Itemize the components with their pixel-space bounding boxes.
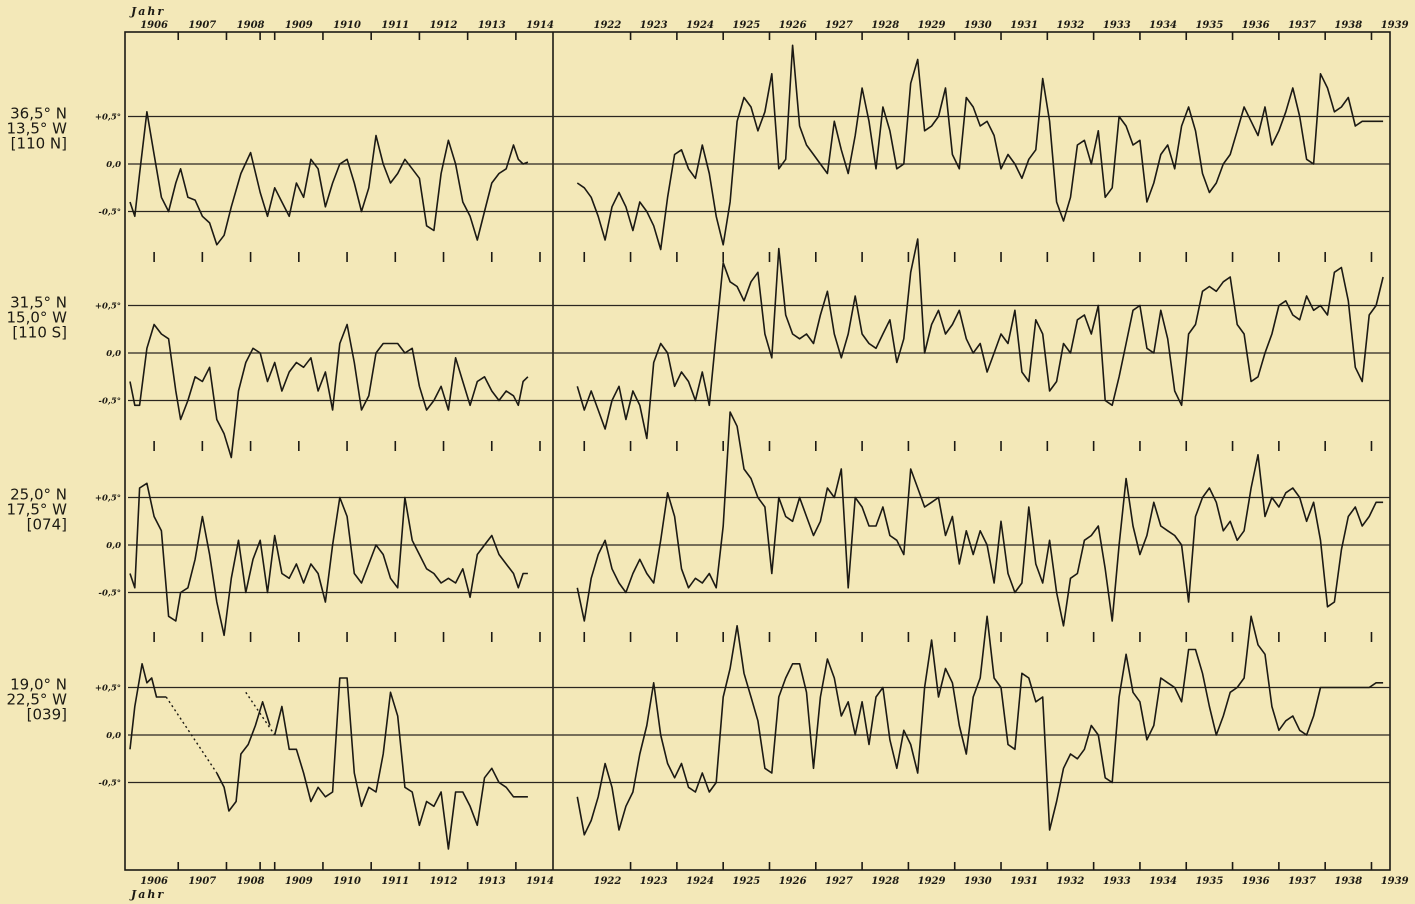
year-label-bottom-1911: 1911: [381, 876, 409, 887]
tick-layer: [153, 32, 1373, 870]
grid-layer: [128, 115, 1390, 784]
year-label-bottom-1934: 1934: [1149, 876, 1177, 887]
year-label-top-1912: 1912: [430, 20, 458, 31]
year-label-bottom-1910: 1910: [333, 876, 361, 887]
year-label-bottom-1936: 1936: [1242, 876, 1270, 887]
year-label-bottom-1926: 1926: [779, 876, 807, 887]
year-label-top-1923: 1923: [640, 20, 668, 31]
year-label-bottom-1939: 1939: [1381, 876, 1409, 887]
series-line-panel1-1: [129, 111, 529, 246]
series-line-panel4-3: [216, 700, 271, 812]
station-label-panel1-line2: 13,5° W: [7, 120, 68, 138]
year-label-bottom-1933: 1933: [1103, 876, 1131, 887]
year-label-top-1927: 1927: [825, 20, 853, 31]
year-label-top-1908: 1908: [237, 20, 265, 31]
station-label-panel2-line1: 31,5° N: [10, 294, 67, 312]
y-tick-label-panel2-0: +0,5°: [95, 302, 121, 312]
series-line-panel1-2: [576, 44, 1384, 251]
year-label-top-1930: 1930: [964, 20, 992, 31]
series-line-panel4-5: [273, 677, 528, 850]
year-label-bottom-1931: 1931: [1010, 876, 1038, 887]
year-label-bottom-1909: 1909: [285, 876, 313, 887]
year-label-top-1906: 1906: [140, 20, 168, 31]
y-tick-label-panel3-1: 0,0: [106, 541, 121, 551]
year-label-bottom-1929: 1929: [918, 876, 946, 887]
y-tick-label-panel4-2: -0,5°: [98, 779, 121, 789]
year-label-top-1939: 1939: [1381, 20, 1409, 31]
year-label-top-1934: 1934: [1149, 20, 1177, 31]
series-line-panel2-2: [576, 238, 1384, 440]
year-label-top-1935: 1935: [1195, 20, 1223, 31]
station-label-panel4-line3: [039]: [27, 706, 67, 724]
year-label-top-1926: 1926: [779, 20, 807, 31]
series-line-panel4-2: [165, 696, 218, 774]
y-tick-label-panel3-2: -0,5°: [98, 589, 121, 599]
year-label-bottom-1927: 1927: [825, 876, 853, 887]
year-label-bottom-1938: 1938: [1334, 876, 1362, 887]
year-label-bottom-1914: 1914: [526, 876, 554, 887]
y-tick-label-panel4-0: +0,5°: [95, 684, 121, 694]
year-label-bottom-1924: 1924: [686, 876, 714, 887]
y-tick-label-panel3-0: +0,5°: [95, 494, 121, 504]
year-label-top-1911: 1911: [381, 20, 409, 31]
year-label-top-1909: 1909: [285, 20, 313, 31]
series-line-panel3-1: [129, 482, 528, 637]
series-line-panel4-1: [129, 662, 167, 750]
series-line-panel4-4: [245, 691, 276, 736]
y-tick-label-panel2-2: -0,5°: [98, 397, 121, 407]
station-label-panel3-line3: [074]: [27, 516, 67, 534]
station-label-panel3-line2: 17,5° W: [7, 501, 68, 519]
y-tick-label-panel1-1: 0,0: [106, 160, 121, 170]
year-label-top-1910: 1910: [333, 20, 361, 31]
station-label-panel4-line1: 19,0° N: [10, 676, 67, 694]
axis-title-top: Jahr: [129, 5, 165, 18]
year-label-bottom-1908: 1908: [237, 876, 265, 887]
year-label-top-1938: 1938: [1334, 20, 1362, 31]
year-label-top-1924: 1924: [686, 20, 714, 31]
axis-title-bottom: Jahr: [129, 888, 165, 901]
station-label-panel1-line3: [110 N]: [11, 135, 67, 153]
year-label-bottom-1913: 1913: [478, 876, 506, 887]
series-line-panel4-6: [576, 615, 1384, 836]
y-tick-label-panel1-2: -0,5°: [98, 208, 121, 218]
station-label-panel4-line2: 22,5° W: [7, 691, 68, 709]
year-label-bottom-1928: 1928: [871, 876, 899, 887]
series-layer: [129, 44, 1384, 850]
year-label-bottom-1907: 1907: [188, 876, 216, 887]
year-label-bottom-1922: 1922: [593, 876, 621, 887]
station-label-panel3-line1: 25,0° N: [10, 486, 67, 504]
year-label-bottom-1912: 1912: [430, 876, 458, 887]
year-label-bottom-1925: 1925: [732, 876, 760, 887]
year-label-bottom-1930: 1930: [964, 876, 992, 887]
series-line-panel3-2: [576, 411, 1384, 627]
year-label-top-1922: 1922: [593, 20, 621, 31]
year-label-top-1928: 1928: [871, 20, 899, 31]
year-label-top-1931: 1931: [1010, 20, 1038, 31]
year-label-top-1925: 1925: [732, 20, 760, 31]
year-label-bottom-1937: 1937: [1288, 876, 1316, 887]
year-label-top-1936: 1936: [1242, 20, 1270, 31]
year-label-bottom-1923: 1923: [640, 876, 668, 887]
year-label-top-1907: 1907: [188, 20, 216, 31]
year-label-bottom-1906: 1906: [140, 876, 168, 887]
chart-frame: [124, 31, 1391, 871]
y-tick-label-panel4-1: 0,0: [106, 731, 121, 741]
station-label-panel2-line2: 15,0° W: [7, 309, 68, 327]
label-layer: +0,5° 0,0 -0,5° 36,5° N13,5° W[110 N] +0,5° 0…: [7, 5, 1409, 901]
year-label-top-1929: 1929: [918, 20, 946, 31]
y-tick-label-panel2-1: 0,0: [106, 349, 121, 359]
station-label-panel1-line1: 36,5° N: [10, 105, 67, 123]
y-tick-label-panel1-0: +0,5°: [95, 113, 121, 123]
year-label-bottom-1932: 1932: [1057, 876, 1085, 887]
year-label-bottom-1935: 1935: [1195, 876, 1223, 887]
year-label-top-1933: 1933: [1103, 20, 1131, 31]
year-label-top-1914: 1914: [526, 20, 554, 31]
year-label-top-1932: 1932: [1057, 20, 1085, 31]
year-label-top-1937: 1937: [1288, 20, 1316, 31]
year-label-top-1913: 1913: [478, 20, 506, 31]
series-line-panel2-1: [129, 323, 529, 459]
station-label-panel2-line3: [110 S]: [12, 324, 67, 342]
